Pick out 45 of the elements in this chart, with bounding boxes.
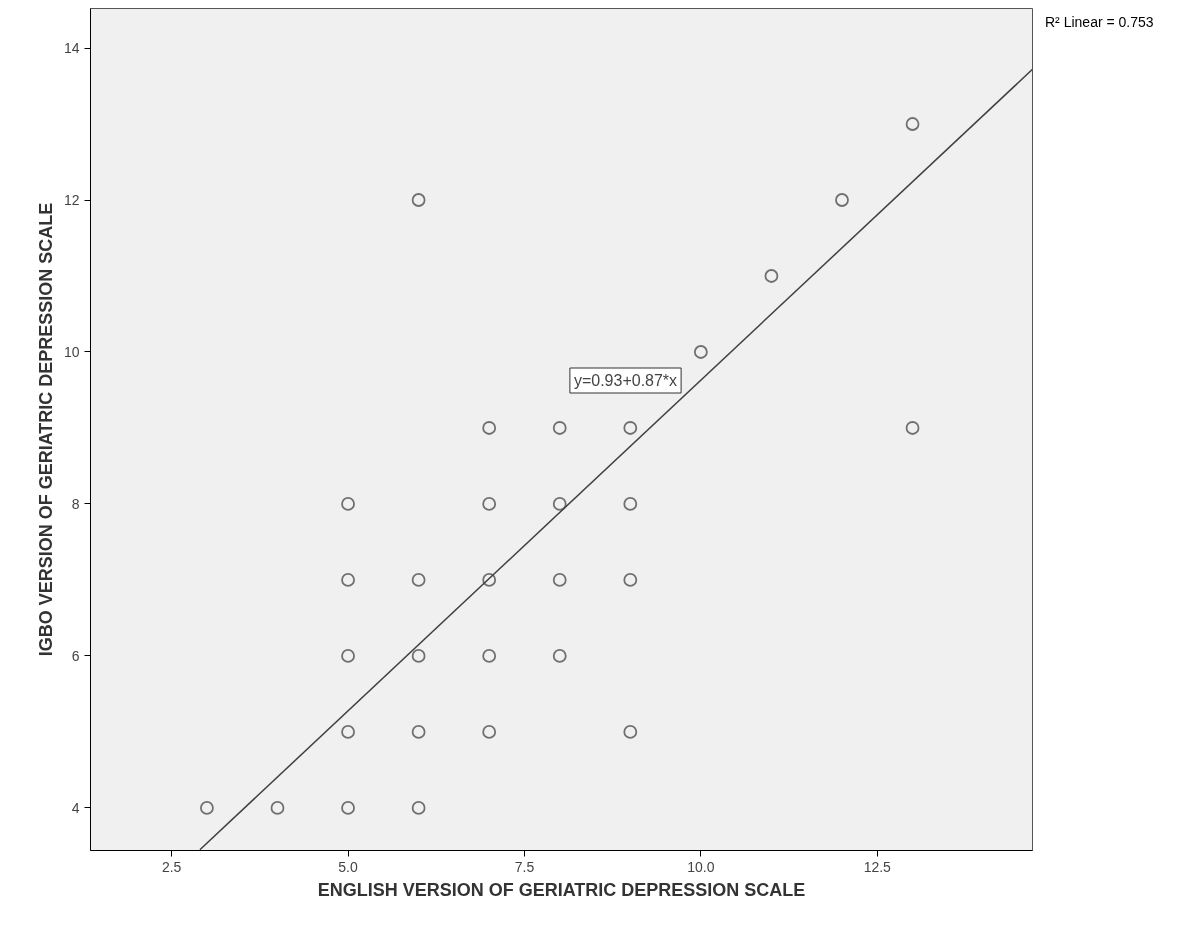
y-tick-label: 6 (71, 647, 80, 664)
point (341, 801, 355, 815)
y-axis-title: IGBO VERSION OF GERIATRIC DEPRESSION SCALE (35, 202, 56, 657)
x-tick-label: 2.5 (161, 858, 182, 875)
point (200, 801, 214, 815)
point (623, 573, 638, 587)
point (623, 421, 638, 435)
point (482, 573, 497, 587)
point (411, 725, 426, 739)
point (482, 497, 497, 511)
point (552, 649, 567, 663)
x-tick-label: 5.0 (338, 858, 358, 875)
point (341, 725, 355, 739)
point (905, 421, 920, 435)
point (482, 649, 497, 663)
point (411, 649, 426, 663)
point (341, 497, 355, 511)
point (693, 345, 708, 359)
point (411, 801, 426, 815)
point (764, 269, 779, 283)
text: R² Linear = 0.753 (1045, 13, 1154, 32)
point (411, 573, 426, 587)
point (552, 573, 567, 587)
point (623, 725, 638, 739)
y-tick-label: 10 (63, 343, 80, 360)
point (552, 497, 567, 511)
annotation: y=0.93+0.87*x (573, 372, 678, 389)
x-tick-label: 10.0 (687, 858, 715, 875)
y-tick-label: 14 (63, 40, 80, 57)
point (552, 421, 567, 435)
x-tick-label: 12.5 (863, 858, 892, 875)
point (270, 801, 285, 815)
y-tick-label: 8 (71, 495, 80, 512)
y-tick-label: 4 (71, 799, 80, 816)
point (623, 497, 638, 511)
point (341, 649, 355, 663)
point (482, 421, 497, 435)
x-axis-title: ENGLISH VERSION OF GERIATRIC DEPRESSION SCALE (317, 879, 806, 900)
point (411, 193, 426, 207)
point (482, 725, 497, 739)
point (835, 193, 849, 207)
point (905, 117, 920, 131)
y-tick-label: 12 (63, 192, 80, 208)
x-tick-label: 7.5 (514, 858, 535, 875)
point (341, 573, 355, 587)
